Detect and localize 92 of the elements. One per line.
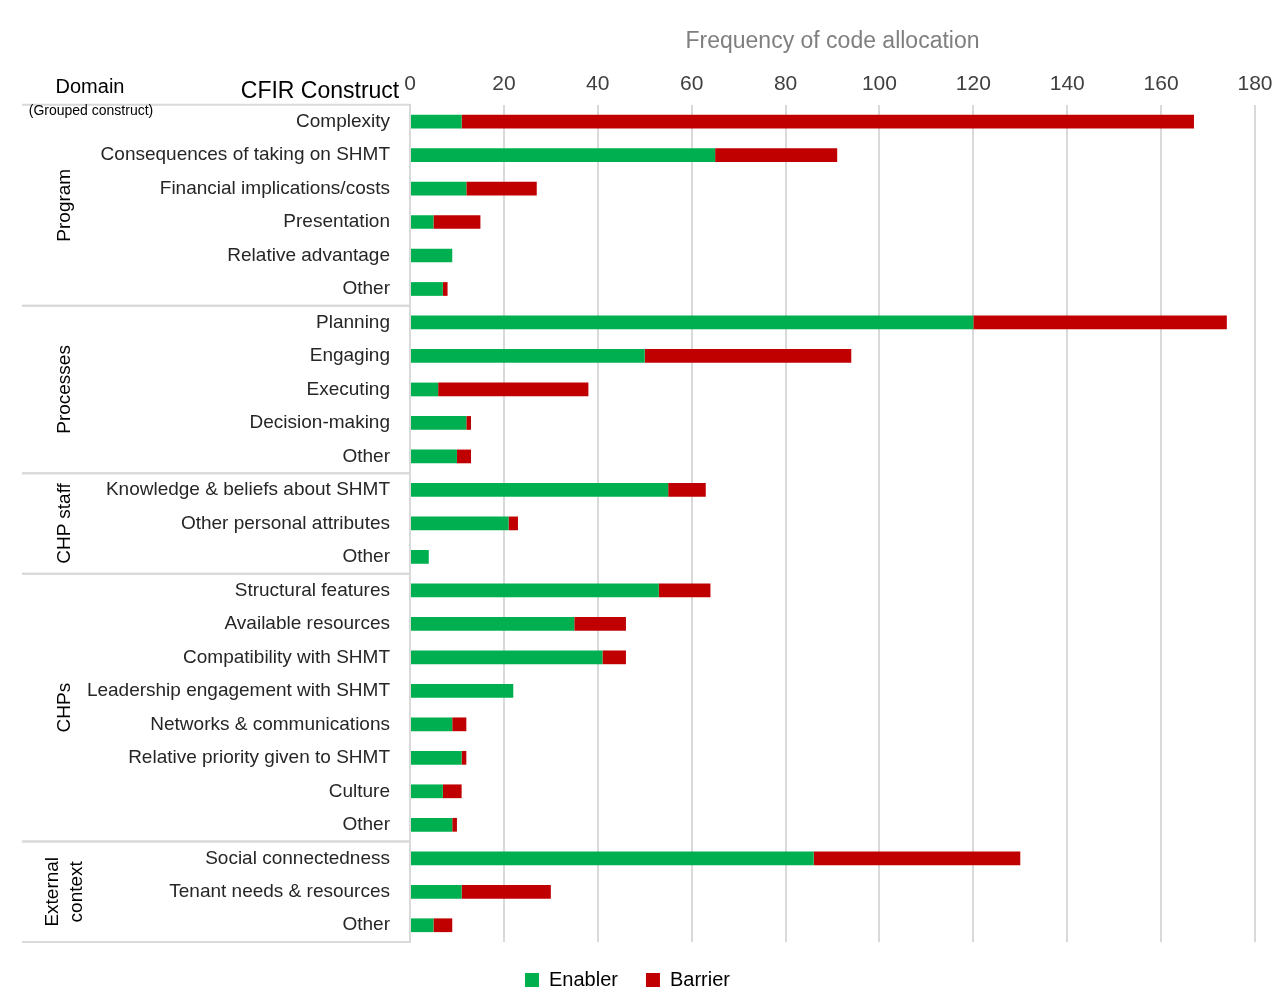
x-tick-label: 120	[955, 71, 991, 94]
y-tick-label: Other	[342, 277, 391, 299]
bar	[411, 148, 716, 162]
text: Processes	[53, 345, 75, 434]
bar	[433, 918, 453, 933]
legend-label: Barrier	[669, 967, 731, 990]
bar	[411, 918, 434, 933]
bar	[411, 884, 462, 899]
bar	[411, 114, 462, 129]
bar	[461, 884, 551, 899]
bar	[411, 583, 659, 598]
bar	[411, 683, 514, 698]
text: External context	[41, 856, 87, 927]
bar	[813, 851, 1021, 866]
y-tick-label: Executing	[306, 377, 390, 399]
bar	[411, 516, 509, 531]
bar	[411, 315, 974, 330]
bar	[411, 784, 443, 799]
x-tick-label: 160	[1143, 71, 1179, 94]
bar	[411, 416, 467, 430]
y-tick-label: Other personal attributes	[180, 511, 390, 533]
bar	[973, 315, 1227, 330]
bar	[452, 717, 467, 732]
x-tick-label: 60	[679, 71, 704, 94]
bar	[644, 349, 852, 363]
x-tick-label: 140	[1049, 71, 1085, 94]
text: Program	[53, 168, 75, 242]
x-tick-label: 80	[773, 71, 798, 94]
y-tick-label: Compatibility with SHMT	[183, 645, 391, 667]
x-tick-label: 40	[586, 71, 610, 94]
bar	[411, 650, 603, 665]
bar	[411, 717, 453, 732]
bar	[461, 114, 1194, 129]
x-tick-label: 100	[861, 71, 897, 94]
y-tick-label: Other	[342, 444, 391, 466]
y-tick-label: Relative advantage	[227, 243, 390, 265]
bar	[442, 282, 448, 296]
y-tick-label: Financial implications/costs	[159, 176, 390, 198]
x-tick-label: 20	[492, 71, 516, 94]
bar	[411, 382, 439, 397]
y-tick-label: Complexity	[296, 109, 391, 131]
y-tick-label: Other	[342, 813, 391, 835]
legend-label: Enabler	[549, 967, 619, 990]
bar	[411, 282, 443, 296]
bar	[602, 650, 626, 665]
y-tick-label: Leadership engagement with SHMT	[86, 679, 391, 701]
bar	[411, 215, 434, 229]
bar	[411, 248, 453, 263]
y-tick-label: Culture	[328, 779, 390, 801]
bar	[411, 550, 429, 564]
bar	[411, 449, 457, 464]
bar	[411, 349, 645, 363]
y-tick-label: Engaging	[309, 344, 390, 366]
y-tick-label: Structural features	[234, 578, 390, 600]
bar	[668, 483, 706, 497]
y-tick-label: Social connectedness	[205, 846, 390, 868]
y-tick-label: Presentation	[283, 210, 390, 232]
bar	[456, 449, 472, 464]
y-tick-label: Networks & communications	[150, 712, 390, 734]
y-tick-label: Knowledge & beliefs about SHMT	[105, 478, 391, 500]
text: Domain	[55, 74, 125, 97]
bar	[452, 817, 457, 832]
text: (Grouped construct)	[28, 101, 154, 118]
text: CHPs	[53, 682, 75, 733]
text: CHP staff	[53, 482, 75, 564]
y-tick-label: Consequences of taking on SHMT	[100, 143, 391, 165]
x-tick-label: 180	[1237, 71, 1273, 94]
y-tick-label: Relative priority given to SHMT	[128, 746, 391, 768]
bar	[508, 516, 518, 531]
bar	[466, 181, 537, 196]
y-tick-label: Decision-making	[249, 411, 390, 433]
bar	[438, 382, 589, 397]
bar	[411, 181, 467, 196]
text: CFIR Construct	[240, 77, 400, 104]
bar	[411, 750, 462, 765]
bar	[442, 784, 462, 799]
bar	[411, 851, 814, 866]
bar	[466, 416, 472, 430]
x-tick-label: 0	[404, 71, 416, 94]
y-tick-label: Other	[342, 545, 391, 567]
bar	[411, 617, 575, 631]
bar	[574, 617, 626, 631]
y-tick-label: Tenant needs & resources	[169, 880, 390, 901]
x-axis-title: Frequency of code allocation	[685, 27, 980, 54]
bar	[433, 215, 481, 229]
bar	[411, 483, 669, 497]
y-tick-label: Planning	[316, 310, 390, 332]
y-tick-label: Available resources	[224, 612, 390, 634]
bar	[715, 148, 838, 162]
y-tick-label: Other	[342, 913, 391, 935]
bar	[658, 583, 711, 598]
bar	[411, 817, 453, 832]
